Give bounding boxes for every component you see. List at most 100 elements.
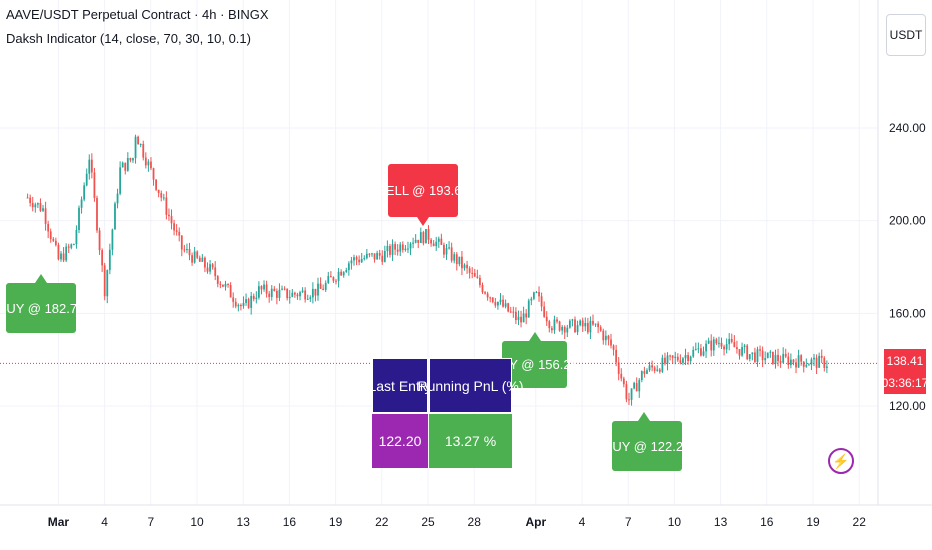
- candle-body: [299, 292, 301, 297]
- x-tick-label: 10: [668, 515, 682, 529]
- sell-signal-label: SELL @ 193.61: [377, 164, 469, 217]
- candle-body: [332, 277, 335, 281]
- candle-body: [240, 305, 242, 307]
- candle-body: [769, 351, 772, 353]
- candle-body: [579, 320, 582, 326]
- signal-arrow: [638, 412, 650, 421]
- candle-body: [309, 297, 312, 299]
- candle-body: [682, 358, 684, 363]
- time-axis: Mar 4 7 10 13 16 19 22 25 28 Apr 4 7 10 13 16 19 22: [48, 515, 866, 529]
- lightning-icon[interactable]: ⚡: [828, 448, 854, 474]
- candle-body: [160, 193, 163, 198]
- x-tick-label: 22: [375, 515, 389, 529]
- x-tick-label: 10: [190, 515, 204, 529]
- candle-body: [52, 238, 55, 241]
- candle-body: [545, 316, 548, 322]
- candle-body: [597, 323, 600, 328]
- candle-body: [57, 244, 60, 260]
- x-tick-label: 16: [760, 515, 774, 529]
- candle-body: [255, 297, 258, 300]
- candle-body: [88, 159, 91, 174]
- candle-body: [432, 243, 435, 247]
- x-tick-label: 16: [283, 515, 297, 529]
- candle-body: [435, 241, 438, 247]
- table-header-running-pnl: Running PnL (%): [417, 358, 524, 413]
- candle-body: [358, 259, 361, 263]
- candle-body: [188, 248, 191, 256]
- candle-body: [401, 244, 404, 251]
- candle-body: [679, 360, 682, 363]
- candle-body: [306, 298, 309, 300]
- candle-body: [774, 354, 777, 364]
- candle-body: [265, 284, 268, 294]
- candle-body: [39, 203, 42, 211]
- candle-body: [754, 352, 756, 362]
- indicator-title[interactable]: Daksh Indicator (14, close, 70, 30, 10, …: [6, 31, 251, 46]
- candle-body: [301, 290, 304, 293]
- candle-body: [550, 328, 553, 331]
- candle-body: [186, 248, 188, 250]
- candle-body: [409, 243, 412, 249]
- currency-button[interactable]: USDT: [886, 14, 926, 56]
- candle-body: [450, 247, 453, 261]
- candle-body: [108, 249, 111, 271]
- candle-body: [548, 321, 551, 329]
- candle-body: [152, 168, 155, 180]
- candle-body: [412, 242, 414, 244]
- candle-body: [638, 380, 641, 392]
- candle-body: [191, 255, 193, 263]
- candle-body: [805, 365, 808, 367]
- candle-body: [458, 256, 461, 265]
- candle-body: [347, 263, 350, 271]
- candle-body: [787, 356, 790, 366]
- candle-body: [60, 253, 62, 260]
- candle-body: [807, 364, 810, 366]
- candle-body: [278, 289, 281, 298]
- symbol-title[interactable]: AAVE/USDT Perpetual Contract · 4h · BING…: [6, 7, 269, 22]
- candle-body: [42, 208, 44, 211]
- candle-body: [198, 257, 201, 262]
- candle-body: [592, 320, 594, 325]
- candle-body: [327, 276, 330, 283]
- candle-body: [666, 355, 669, 364]
- buy-signal-label: BUY @ 122.20: [604, 421, 690, 471]
- candle-body: [96, 197, 98, 231]
- candle-body: [65, 246, 68, 261]
- candle-body: [147, 161, 150, 166]
- candle-body: [72, 244, 75, 246]
- candle-body: [484, 292, 486, 294]
- candle-body: [170, 216, 173, 224]
- candle-body: [126, 158, 129, 171]
- candle-body: [738, 349, 741, 356]
- y-tick-label: 200.00: [889, 214, 926, 228]
- x-tick-label: 4: [101, 515, 108, 529]
- candle-body: [563, 326, 566, 333]
- x-tick-label: 19: [806, 515, 820, 529]
- candle-body: [497, 302, 499, 306]
- candle-body: [273, 288, 276, 292]
- candle-body: [304, 290, 307, 300]
- candle-body: [792, 359, 795, 363]
- candle-body: [204, 257, 206, 268]
- candle-body: [761, 350, 764, 361]
- candle-body: [687, 355, 689, 362]
- table-cell-last-entry: 122.20: [372, 414, 428, 468]
- candle-body: [530, 298, 533, 301]
- candle-body: [293, 292, 296, 295]
- candle-body: [820, 355, 823, 358]
- candle-body: [648, 365, 651, 371]
- candle-body: [70, 244, 73, 248]
- candle-body: [144, 157, 147, 166]
- candle-body: [622, 378, 625, 385]
- x-tick-label: 25: [421, 515, 435, 529]
- candle-body: [252, 295, 255, 300]
- candle-body: [479, 277, 481, 286]
- candle-body: [712, 339, 715, 351]
- price-axis: 240.00 200.00 160.00 120.00: [889, 121, 926, 413]
- candle-body: [34, 204, 37, 208]
- candle-body: [520, 316, 522, 323]
- candle-body: [317, 283, 319, 296]
- candle-body: [363, 258, 366, 260]
- candle-body: [376, 252, 379, 260]
- candle-body: [494, 302, 497, 306]
